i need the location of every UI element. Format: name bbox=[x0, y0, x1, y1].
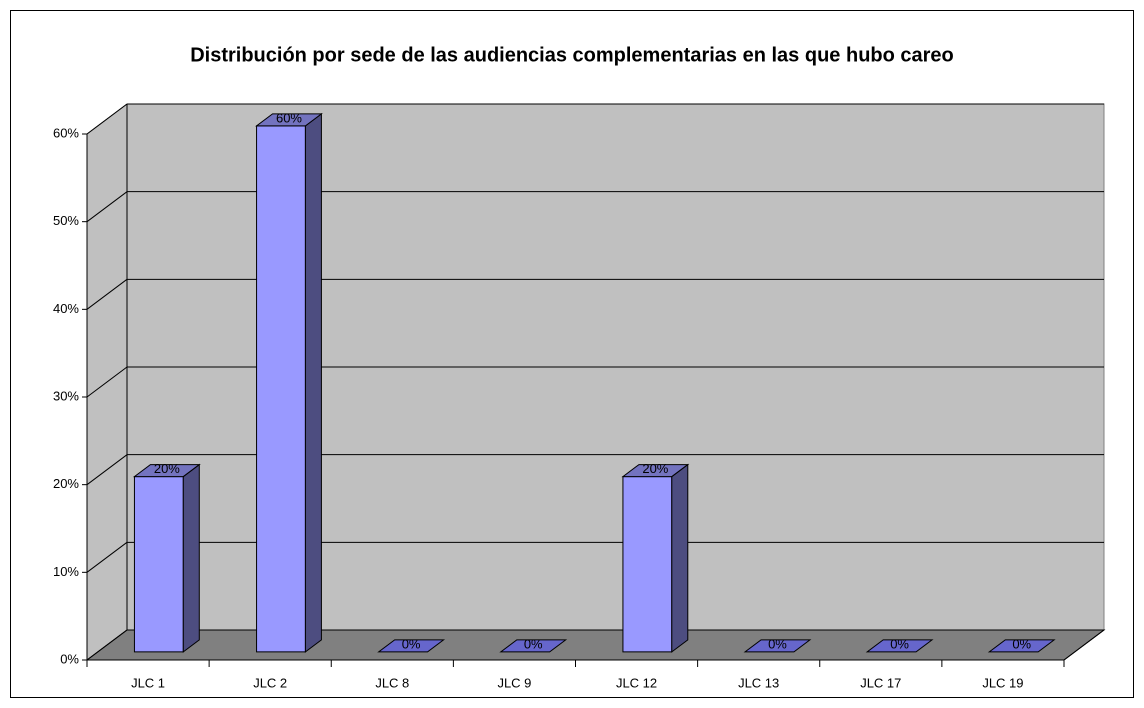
bar-top bbox=[621, 464, 690, 478]
bar-top bbox=[499, 639, 568, 653]
grid-line bbox=[86, 541, 128, 573]
bar bbox=[255, 112, 323, 653]
value-label: 0% bbox=[524, 636, 543, 651]
grid-line bbox=[86, 366, 128, 398]
bar-top bbox=[865, 639, 934, 653]
bar-top bbox=[377, 639, 446, 653]
x-tick-label: JLC 2 bbox=[253, 675, 287, 690]
bar-side bbox=[304, 112, 322, 653]
bar bbox=[621, 463, 690, 653]
x-tick-label: JLC 1 bbox=[131, 675, 165, 690]
grid-line bbox=[86, 454, 128, 486]
x-tick-label: JLC 19 bbox=[982, 675, 1023, 690]
x-axis-edge bbox=[1063, 629, 1105, 661]
floor bbox=[85, 629, 1106, 661]
x-tick-label: JLC 9 bbox=[497, 675, 531, 690]
bar-side bbox=[671, 463, 689, 653]
grid-line bbox=[86, 278, 128, 310]
bar bbox=[865, 639, 934, 653]
chart-title: Distribución por sede de las audiencias … bbox=[190, 44, 954, 66]
value-label: 0% bbox=[1012, 636, 1031, 651]
bar bbox=[377, 639, 446, 653]
x-tick-label: JLC 13 bbox=[738, 675, 779, 690]
y-tick-label: 40% bbox=[53, 301, 79, 316]
bar bbox=[132, 463, 201, 653]
y-tick-label: 60% bbox=[53, 125, 79, 140]
bar bbox=[499, 639, 568, 653]
x-tick-label: JLC 12 bbox=[616, 675, 657, 690]
y-tick-label: 0% bbox=[60, 651, 79, 666]
y-tick-label: 10% bbox=[53, 564, 79, 579]
grid-line bbox=[86, 191, 128, 223]
value-label: 20% bbox=[154, 461, 180, 476]
back-wall bbox=[86, 103, 1105, 661]
bar-top bbox=[132, 464, 201, 478]
bar-front bbox=[622, 476, 673, 653]
value-label: 20% bbox=[642, 461, 668, 476]
bar-top bbox=[255, 113, 323, 127]
value-label: 0% bbox=[890, 636, 909, 651]
y-tick-label: 50% bbox=[53, 213, 79, 228]
bar bbox=[987, 639, 1056, 653]
y-tick-label: 20% bbox=[53, 476, 79, 491]
bar bbox=[743, 639, 812, 653]
grid-line bbox=[86, 103, 128, 135]
bar-side bbox=[182, 463, 200, 653]
bar-front bbox=[256, 125, 306, 653]
value-label: 0% bbox=[768, 636, 787, 651]
x-tick-label: JLC 8 bbox=[375, 675, 409, 690]
bar-front bbox=[133, 476, 184, 653]
grid-line bbox=[86, 629, 128, 661]
bar-top bbox=[987, 639, 1056, 653]
y-tick-label: 30% bbox=[53, 388, 79, 403]
value-label: 0% bbox=[402, 636, 421, 651]
x-tick-label: JLC 17 bbox=[860, 675, 901, 690]
bar-top bbox=[743, 639, 812, 653]
value-label: 60% bbox=[276, 110, 302, 125]
